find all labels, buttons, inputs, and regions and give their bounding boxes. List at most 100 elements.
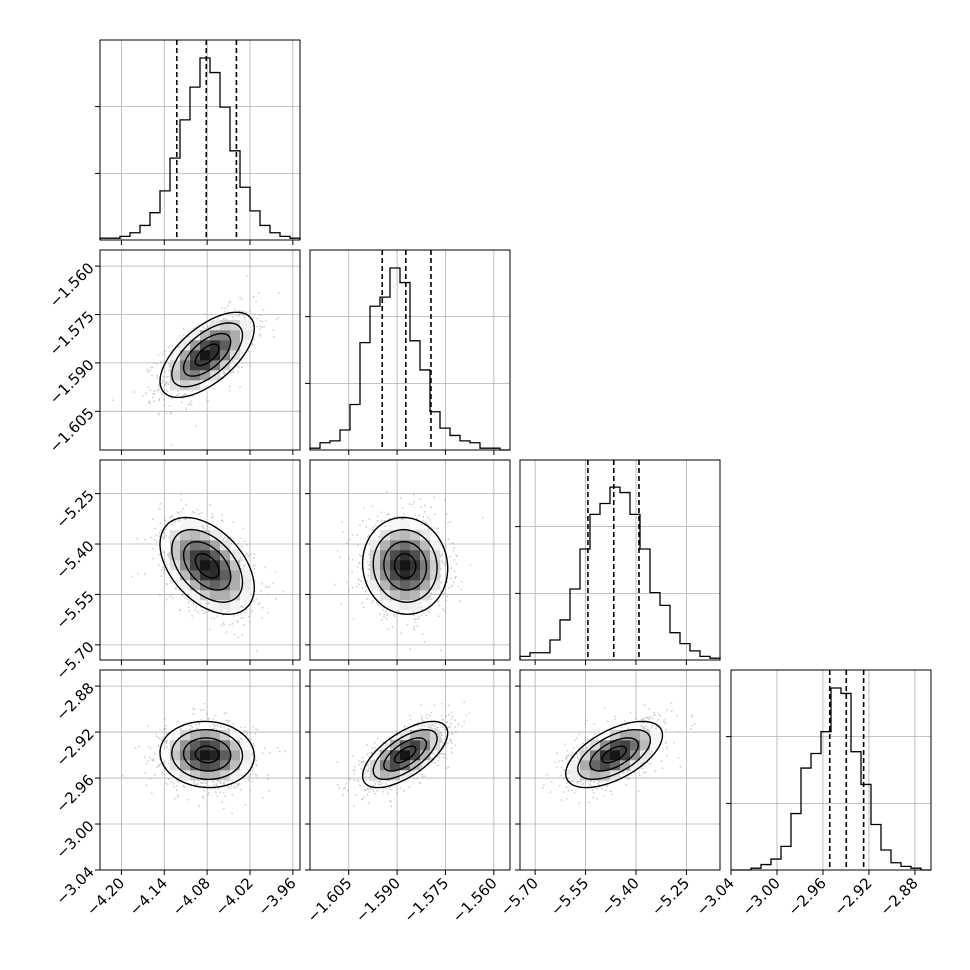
density-cell	[400, 570, 411, 581]
density-cell	[400, 560, 411, 571]
histogram-3	[731, 687, 931, 871]
panel-1-0: −1.605−1.590−1.575−1.560	[46, 249, 301, 456]
density-cell	[240, 570, 251, 581]
density-cell	[210, 540, 221, 551]
density-cell	[190, 760, 201, 771]
contour-2	[372, 728, 438, 781]
density-cell	[210, 340, 221, 351]
density-cell	[380, 770, 391, 781]
density-cell	[210, 590, 221, 601]
panel-content	[334, 491, 484, 652]
density-cell	[400, 590, 411, 601]
density-cell	[230, 590, 241, 601]
density-cell	[590, 770, 601, 781]
density-cell	[170, 760, 181, 771]
density-cell	[410, 580, 421, 591]
contour-1	[182, 737, 232, 772]
histogram-0	[99, 57, 301, 240]
density-cell	[630, 730, 641, 741]
contour-2	[171, 729, 244, 780]
density-cell	[420, 750, 431, 761]
contour-1	[383, 540, 428, 591]
density-cell	[230, 560, 241, 571]
y-tick-label: −2.92	[52, 725, 97, 770]
density-cell	[180, 360, 191, 371]
panel-frame	[99, 459, 301, 661]
panel-1-1	[305, 249, 511, 455]
density-cell	[610, 730, 621, 741]
density-cell	[420, 740, 431, 751]
density-cell	[240, 580, 251, 591]
density-cell	[180, 380, 191, 391]
density-cell	[210, 750, 221, 761]
density-cell	[400, 600, 411, 611]
density-cell	[380, 580, 391, 591]
density-cell	[230, 730, 241, 741]
density-cell	[200, 380, 211, 391]
density-cell	[610, 750, 621, 761]
contour-0	[393, 745, 417, 764]
panel-content	[542, 702, 696, 805]
density-cell	[610, 770, 621, 781]
density-cell	[600, 760, 611, 771]
x-tick-label: −4.08	[169, 874, 214, 919]
density-cell	[230, 600, 241, 611]
density-cell	[180, 770, 191, 781]
density-cell	[200, 370, 211, 381]
density-cell	[180, 570, 191, 581]
panel-3-2: −5.70 −5.55 −5.40 −5.25	[497, 669, 721, 919]
contour-3	[564, 720, 664, 789]
density-cell	[420, 530, 431, 541]
density-cell	[410, 750, 421, 761]
x-tick-label: −1.560	[449, 874, 501, 926]
density-cell	[640, 740, 651, 751]
density-cell	[410, 530, 421, 541]
density-cell	[410, 760, 421, 771]
density-cell	[190, 770, 201, 781]
density-cell	[240, 330, 251, 341]
density-cell	[190, 580, 201, 591]
density-cell	[400, 770, 411, 781]
density-cell	[380, 540, 391, 551]
density-cell	[410, 520, 421, 531]
density-cell	[180, 540, 191, 551]
density-cell	[200, 540, 211, 551]
density-cell	[170, 530, 181, 541]
density-cell	[210, 730, 221, 741]
y-tick-label: −1.590	[46, 356, 98, 408]
y-tick-label: −1.605	[46, 404, 98, 456]
density-cell	[210, 770, 221, 781]
density-cell	[420, 550, 431, 561]
density-cell	[400, 740, 411, 751]
x-tick-label: −3.00	[739, 874, 784, 919]
density-cell	[200, 330, 211, 341]
panel-3-1: −1.605−1.590−1.575−1.560	[304, 669, 511, 926]
panel-content	[131, 493, 285, 652]
density-cell	[570, 770, 581, 781]
density-cell	[370, 550, 381, 561]
density-cell	[180, 350, 191, 361]
contour-1	[182, 332, 232, 377]
panel-frame	[309, 669, 511, 871]
density-cell	[230, 770, 241, 781]
density-cell	[180, 580, 191, 591]
x-tick-label: −1.590	[352, 874, 404, 926]
panel-3-0: −3.04−3.00−2.96−2.92−2.88−4.20−4.14−4.08…	[52, 669, 301, 919]
panel-frame	[99, 249, 301, 451]
density-cell	[230, 550, 241, 561]
density-cell	[230, 330, 241, 341]
y-tick-label: −5.55	[52, 587, 97, 632]
density-cell	[220, 770, 231, 781]
y-tick-label: −5.70	[52, 638, 97, 683]
density-cell	[180, 750, 191, 761]
density-cell	[390, 750, 401, 761]
panel-0-0	[95, 39, 301, 245]
density-cell	[370, 580, 381, 591]
y-tick-label: −1.560	[46, 259, 98, 311]
density-cell	[370, 760, 381, 771]
density-cell	[200, 770, 211, 781]
density-cell	[390, 580, 401, 591]
density-cell	[190, 530, 201, 541]
density-cell	[180, 340, 191, 351]
